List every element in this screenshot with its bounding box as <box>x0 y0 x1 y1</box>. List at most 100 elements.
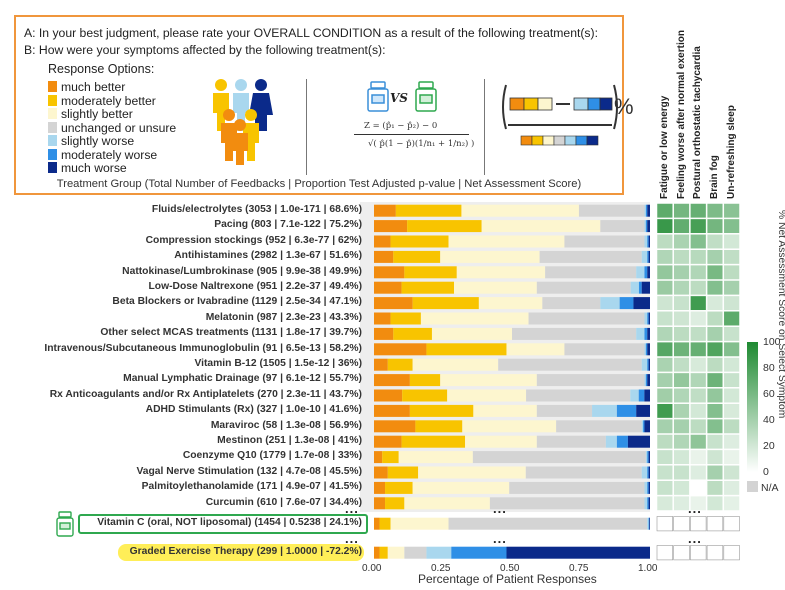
bar-segment <box>564 343 645 356</box>
heatmap-cell <box>673 403 690 419</box>
bar-segment <box>454 281 537 294</box>
pill-bottle-green-icon <box>415 81 437 112</box>
heatmap-cell <box>690 495 707 511</box>
heatmap-cell <box>673 311 690 326</box>
heatmap-cell <box>723 372 740 388</box>
bar-segment <box>402 389 448 402</box>
bar-segment <box>506 343 565 356</box>
bar-segment <box>649 517 650 530</box>
heatmap-cell <box>723 480 740 496</box>
heatmap-cell <box>690 203 707 219</box>
bar-segment <box>644 204 646 217</box>
heatmap-cell <box>673 545 690 561</box>
response-option-3: unchanged or unsure <box>48 121 176 135</box>
heatmap-cell <box>723 280 740 296</box>
heatmap-cell <box>656 234 673 249</box>
heatmap-cell <box>723 388 740 403</box>
bar-segment <box>648 466 650 479</box>
heatmap-cell <box>690 264 707 280</box>
heatmap-cell <box>656 264 673 280</box>
heatmap-cell <box>690 357 707 373</box>
bar-segment <box>644 497 648 510</box>
bar-segment <box>512 327 637 340</box>
row-label: Nattokinase/Lumbrokinase (905 | 9.9e-38 … <box>122 265 362 277</box>
response-option-0: much better <box>48 81 125 94</box>
bar-segment <box>536 374 645 387</box>
treatment-group-caption: Treatment Group (Total Number of Feedbac… <box>56 178 582 190</box>
people-group-icon <box>213 79 273 165</box>
row-label: Intravenous/Subcutaneous Immunoglobulin … <box>44 342 362 354</box>
separator-1 <box>306 79 307 175</box>
heatmap-cell <box>690 465 707 480</box>
response-swatch <box>48 148 57 160</box>
bar-segment <box>374 481 386 494</box>
row-label: Vagal Nerve Stimulation (132 | 4.7e-08 |… <box>136 465 362 477</box>
colorbar-tick-label: 0 <box>763 466 769 478</box>
heatmap-cell <box>723 495 740 511</box>
colorbar-tick-label: 100 <box>763 336 781 348</box>
response-option-label: much better <box>61 80 126 94</box>
row-label: Palmitoylethanolamide (171 | 4.9e-07 | 4… <box>141 481 362 493</box>
row-label: Beta Blockers or Ivabradine (1129 | 2.5e… <box>112 296 362 308</box>
bar-segment <box>379 517 391 530</box>
formula-denominator: √( p̂(1 − p̂)(1/n₁ + 1/n₂) ) <box>368 139 475 149</box>
response-option-label: much worse <box>61 161 127 175</box>
heatmap-cell <box>723 326 740 342</box>
response-option-1: moderately better <box>48 94 156 108</box>
bar-segment <box>412 297 479 310</box>
ellipsis-mid-2: ... <box>493 531 507 546</box>
bar-segment <box>385 497 405 510</box>
bar-segment <box>616 435 628 448</box>
heatmap-cell <box>706 480 724 496</box>
bar-segment <box>536 281 631 294</box>
bar-segment <box>451 546 507 559</box>
separator-2 <box>484 79 485 175</box>
heatmap-cell <box>690 249 707 265</box>
response-option-2: slightly better <box>48 108 133 121</box>
row-label: Coenzyme Q10 (1779 | 1.7e-08 | 33%) <box>182 450 362 462</box>
response-options-title: Response Options: <box>48 62 155 76</box>
heatmap-cell <box>656 418 673 434</box>
bar-segment <box>374 435 402 448</box>
heatmap-cell <box>706 372 724 388</box>
legend-illustration <box>213 79 618 165</box>
response-swatch <box>48 81 57 92</box>
bar-segment <box>542 297 601 310</box>
bar-segment <box>630 281 639 294</box>
heatmap-cell <box>723 311 740 326</box>
heatmap-cell <box>690 341 707 357</box>
response-swatch <box>48 121 57 133</box>
heatmap-cell <box>656 372 673 388</box>
get-highlight-marker <box>118 544 364 561</box>
heatmap-cell <box>673 434 690 450</box>
bar-segment <box>644 343 646 356</box>
bar-segment <box>431 327 512 340</box>
formula-numerator: Z = (p̂₁ − p̂₂) − 0 <box>364 121 438 131</box>
bar-segment <box>374 266 405 279</box>
bar-segment <box>641 358 648 371</box>
heatmap-cell <box>673 449 690 465</box>
bar-segment <box>472 451 646 464</box>
heatmap-cell <box>723 357 740 373</box>
bar-segment <box>385 481 413 494</box>
bar-segment <box>374 327 394 340</box>
heatmap-cells <box>656 203 740 561</box>
bar-segment <box>643 420 645 433</box>
bar-segment <box>644 235 648 248</box>
heatmap-cell <box>656 280 673 296</box>
bar-segment <box>648 481 650 494</box>
response-swatch <box>48 162 57 173</box>
heatmap-cell <box>706 388 724 403</box>
heatmap-cell <box>723 449 740 465</box>
bar-segment <box>647 343 650 356</box>
colorbar-gradient <box>747 342 758 472</box>
bar-segment <box>374 358 388 371</box>
bar-segment <box>645 204 648 217</box>
row-label: Vitamin B-12 (1505 | 1.5e-12 | 36%) <box>194 358 362 369</box>
bar-segment <box>401 435 466 448</box>
ellipsis-left-2: ... <box>345 531 359 546</box>
bar-segment <box>619 297 634 310</box>
heatmap-cell <box>690 516 707 532</box>
colorbar-tick-label: 80 <box>763 362 775 374</box>
